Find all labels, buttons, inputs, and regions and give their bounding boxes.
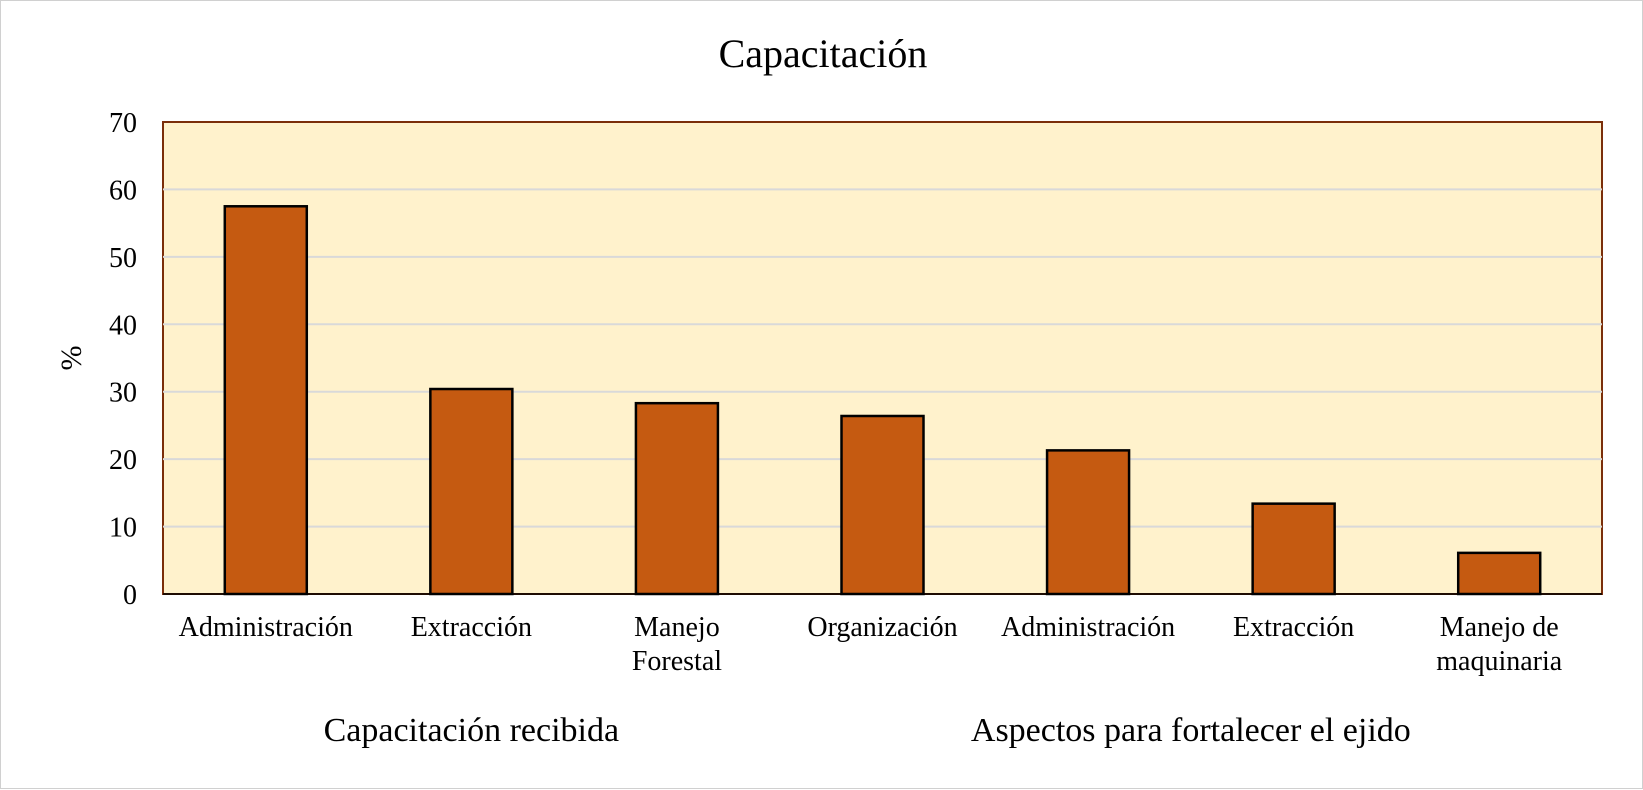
y-tick-label: 60 xyxy=(109,175,137,206)
gridlines xyxy=(163,188,1602,528)
bar xyxy=(429,387,514,596)
y-tick-label: 0 xyxy=(123,580,137,611)
chart-title: Capacitación xyxy=(719,31,928,76)
x-tick-label: Administración xyxy=(179,612,353,643)
y-tick-label: 30 xyxy=(109,378,137,409)
y-tick-label: 40 xyxy=(109,310,137,341)
x-tick-label: Administración xyxy=(1001,612,1175,643)
x-axis: Administración Extracción Manejo Forestal Or… xyxy=(163,593,1602,677)
x-tick-label: Extracción xyxy=(1233,612,1354,643)
group-label: Capacitación recibida xyxy=(324,712,619,749)
bar xyxy=(1045,449,1131,596)
x-tick-label: Manejo de maquinaria xyxy=(1436,612,1563,677)
group-labels: Capacitación recibida Aspectos para forta… xyxy=(324,712,1411,749)
y-tick-label: 50 xyxy=(109,243,137,274)
x-tick-label: Manejo Forestal xyxy=(632,612,722,677)
y-axis-label: % xyxy=(55,346,88,371)
bars xyxy=(223,205,1542,596)
bar xyxy=(634,401,720,596)
y-tick-label: 70 xyxy=(109,108,137,139)
y-tick-label: 10 xyxy=(109,513,137,544)
bar xyxy=(1456,551,1542,596)
y-axis: 0 10 20 30 40 50 60 70 xyxy=(109,108,137,611)
bar xyxy=(840,414,925,596)
x-tick-label: Organización xyxy=(807,612,957,643)
group-label: Aspectos para fortalecer el ejido xyxy=(971,712,1411,749)
x-tick-label: Extracción xyxy=(411,612,532,643)
y-tick-label: 20 xyxy=(109,445,137,476)
bar xyxy=(1251,502,1336,596)
bar xyxy=(223,205,309,596)
